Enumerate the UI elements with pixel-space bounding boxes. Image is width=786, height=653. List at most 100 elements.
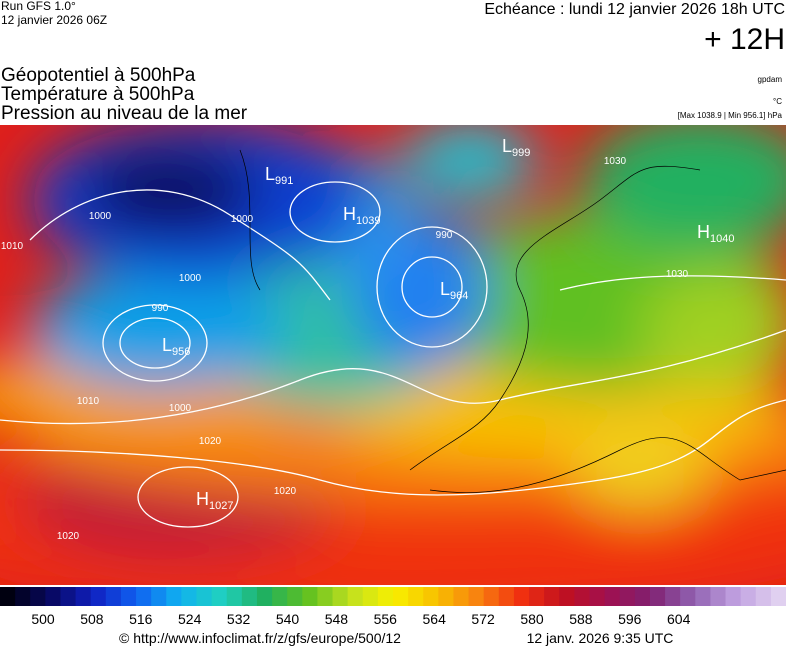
map	[0, 125, 786, 585]
isobar-label: 1020	[199, 436, 222, 447]
isobar-label: 990	[152, 303, 169, 314]
isobar-label: 1010	[77, 396, 100, 407]
center-kind: H	[697, 222, 710, 242]
colorbar-label: 564	[423, 611, 447, 627]
color-swatch	[196, 587, 213, 606]
color-swatch	[332, 587, 349, 606]
center-kind: L	[502, 136, 512, 156]
color-swatch	[181, 587, 197, 606]
isobar-label: 1000	[179, 273, 202, 284]
center-value: 1027	[209, 500, 233, 512]
isobar-label: 1000	[169, 403, 192, 414]
isobar-label: 1030	[666, 269, 689, 280]
color-swatch	[393, 587, 409, 606]
title: Géopotentiel à 500hPa	[1, 65, 196, 86]
colorbar-label: 516	[129, 611, 153, 627]
isobar-label: 1020	[57, 531, 80, 542]
color-swatch	[256, 587, 273, 606]
isobar-label: 1010	[1, 241, 24, 252]
colorbar-label: 580	[520, 611, 544, 627]
colorbar-label: 572	[471, 611, 495, 627]
center-kind: L	[440, 279, 450, 299]
color-swatch	[362, 587, 379, 606]
center-kind: L	[265, 164, 275, 184]
unit: °C	[773, 97, 782, 106]
pressure-center: L964	[440, 279, 468, 302]
color-swatch	[529, 587, 545, 606]
center-value: 1039	[356, 215, 380, 227]
color-swatch	[317, 587, 334, 606]
color-swatch	[272, 587, 288, 606]
colorbar-label: 588	[569, 611, 593, 627]
color-swatch	[559, 587, 575, 606]
center-value: 956	[172, 346, 190, 358]
color-swatch	[755, 587, 772, 606]
center-kind: H	[196, 489, 209, 509]
title: Pression au niveau de la mer	[1, 103, 248, 124]
color-swatch	[574, 587, 590, 606]
color-swatch	[90, 587, 107, 606]
colorbar	[0, 587, 786, 606]
colorbar-label: 556	[374, 611, 398, 627]
color-swatch	[483, 587, 500, 606]
color-swatch	[105, 587, 122, 606]
unit: gpdam	[758, 75, 783, 84]
pressure-center: H1027	[196, 489, 233, 512]
color-swatch	[241, 587, 258, 606]
pressure-center: H1039	[343, 204, 380, 227]
center-value: 999	[512, 147, 530, 159]
run-label: Run GFS 1.0°	[1, 0, 76, 13]
color-swatch	[15, 587, 31, 606]
color-swatch	[725, 587, 742, 606]
color-swatch	[710, 587, 727, 606]
color-swatch	[468, 587, 485, 606]
title: Température à 500hPa	[1, 84, 195, 105]
colorbar-label: 604	[667, 611, 691, 627]
color-swatch	[438, 587, 454, 606]
color-swatch	[740, 587, 757, 606]
color-swatch	[211, 587, 228, 606]
isobar-label: 1030	[604, 156, 627, 167]
color-swatch	[544, 587, 560, 606]
colorbar-label: 524	[178, 611, 202, 627]
colorbar-label: 540	[276, 611, 300, 627]
color-swatch	[513, 587, 530, 606]
colorbar-label: 532	[227, 611, 251, 627]
color-swatch	[634, 587, 651, 606]
colorbar-label: 508	[80, 611, 104, 627]
color-swatch	[408, 587, 424, 606]
color-swatch	[377, 587, 394, 606]
color-swatch	[665, 587, 681, 606]
colorbar-label: 500	[31, 611, 55, 627]
center-kind: L	[162, 335, 172, 355]
valid-time: Echéance : lundi 12 janvier 2026 18h UTC	[484, 1, 785, 18]
color-swatch	[166, 587, 182, 606]
color-swatch	[60, 587, 77, 606]
color-swatch	[151, 587, 167, 606]
color-swatch	[0, 587, 16, 606]
color-swatch	[302, 587, 318, 606]
pressure-center: L956	[162, 335, 190, 358]
color-swatch	[226, 587, 243, 606]
color-swatch	[695, 587, 711, 606]
unit: [Max 1038.9 | Min 956.1] hPa	[678, 111, 783, 120]
center-value: 1040	[710, 233, 734, 245]
color-swatch	[770, 587, 786, 606]
run-date: 12 janvier 2026 06Z	[1, 13, 107, 27]
source: © http://www.infoclimat.fr/z/gfs/europe/…	[119, 630, 401, 646]
color-swatch	[347, 587, 364, 606]
color-swatch	[136, 587, 152, 606]
color-swatch	[423, 587, 439, 606]
forecast-step: + 12H	[704, 23, 785, 56]
center-kind: H	[343, 204, 356, 224]
coastlines	[239, 149, 786, 493]
isobar-label: 1000	[231, 214, 254, 225]
color-swatch	[45, 587, 61, 606]
center-value: 991	[275, 175, 293, 187]
pressure-center: L999	[502, 136, 530, 159]
pressure-center: L991	[265, 164, 293, 187]
color-swatch	[680, 587, 696, 606]
color-swatch	[287, 587, 303, 606]
color-swatch	[649, 587, 666, 606]
